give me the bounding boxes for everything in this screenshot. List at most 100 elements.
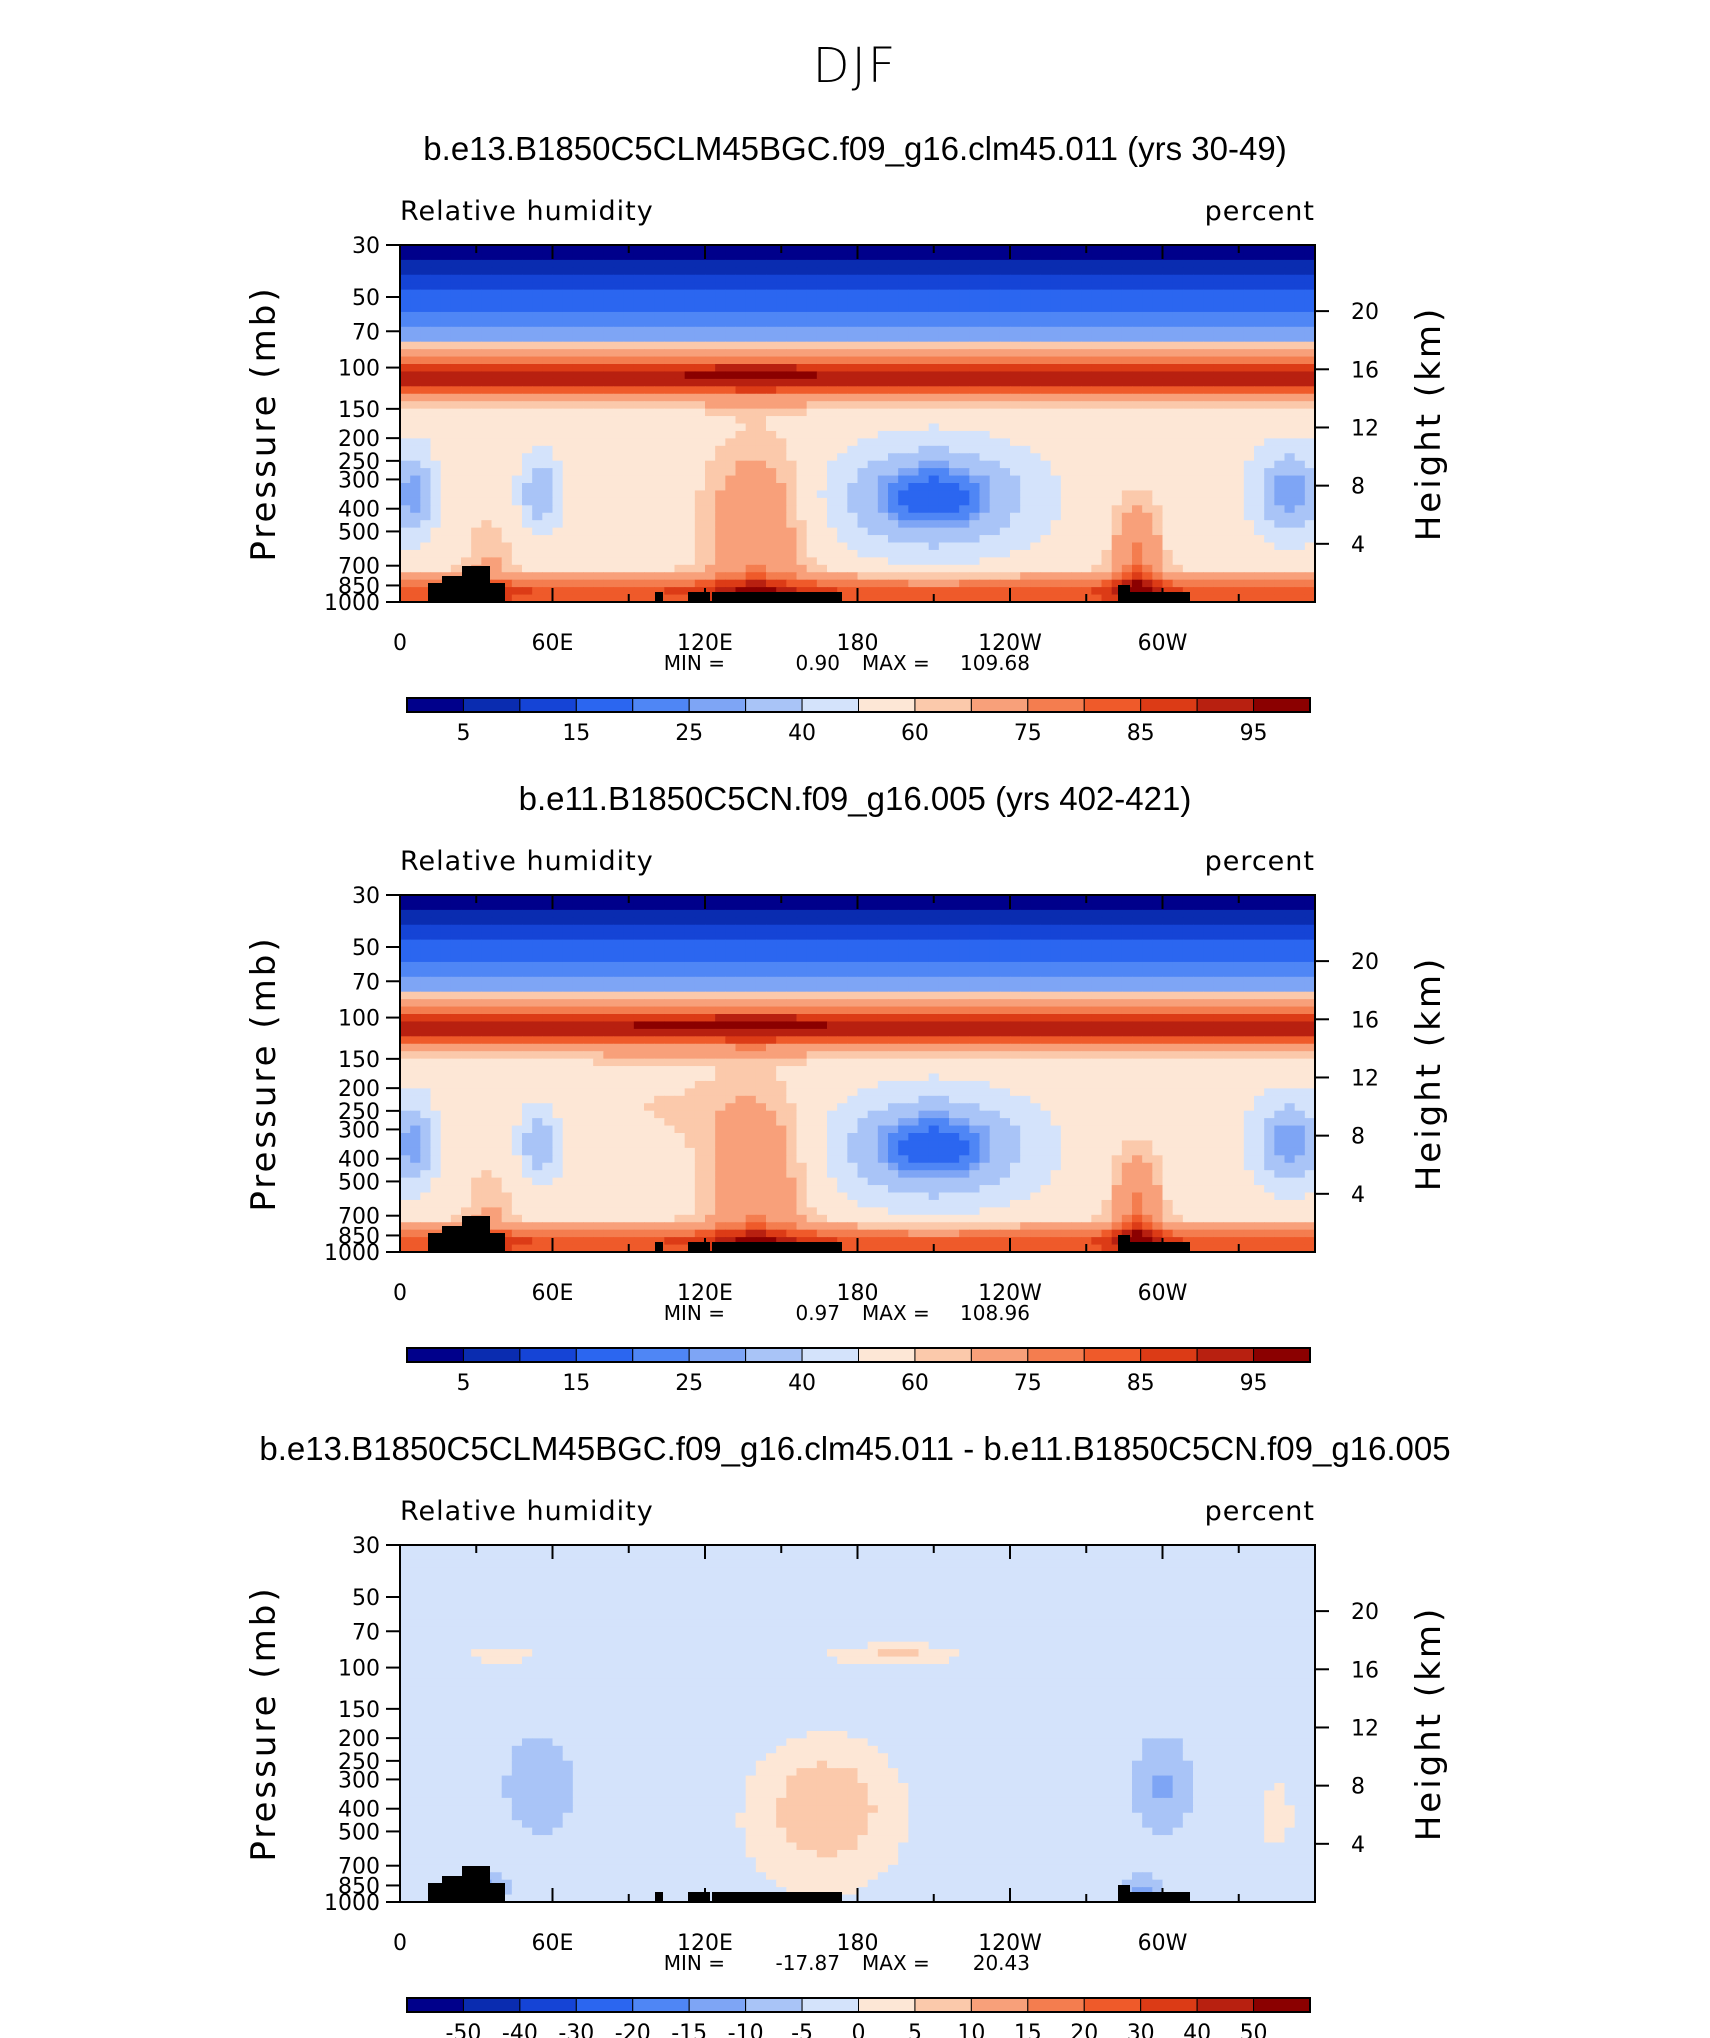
field-cell: [1010, 909, 1021, 918]
field-cell: [949, 475, 960, 484]
field-cell: [827, 909, 838, 918]
field-cell: [1294, 416, 1306, 425]
field-cell: [989, 909, 1001, 918]
field-cell: [511, 304, 523, 313]
field-cell: [1294, 468, 1306, 477]
field-cell: [1172, 520, 1184, 529]
field-cell: [1142, 490, 1153, 499]
field-cell: [1152, 393, 1164, 402]
field-cell: [1274, 579, 1286, 588]
field-cell: [888, 274, 899, 283]
field-cell: [908, 319, 920, 328]
field-cell: [867, 311, 879, 320]
field-cell: [989, 430, 1001, 439]
field-cell: [1243, 564, 1255, 573]
field-cell: [1284, 535, 1296, 544]
field-cell: [1213, 505, 1225, 514]
field-cell: [1020, 453, 1031, 462]
field-cell: [440, 557, 452, 566]
field-cell: [1121, 924, 1133, 933]
field-cell: [1152, 408, 1164, 417]
field-cell: [776, 430, 787, 439]
field-cell: [949, 542, 960, 551]
field-cell: [857, 364, 869, 373]
field-cell: [511, 909, 523, 918]
field-cell: [1223, 438, 1235, 447]
field-cell: [1091, 490, 1103, 499]
field-cell: [583, 520, 594, 529]
field-cell: [867, 917, 879, 926]
field-cell: [1091, 497, 1103, 506]
field-cell: [1060, 542, 1072, 551]
field-cell: [593, 445, 604, 454]
field-cell: [420, 371, 432, 380]
field-cell: [1030, 401, 1042, 410]
field-cell: [847, 274, 859, 283]
field-cell: [654, 505, 665, 514]
field-cell: [857, 438, 869, 447]
field-cell: [969, 460, 981, 469]
field-cell: [908, 895, 920, 904]
field-cell: [1101, 453, 1113, 462]
units-label: percent: [1205, 196, 1315, 227]
field-cell: [1304, 356, 1316, 365]
field-cell: [613, 475, 625, 484]
field-cell: [1243, 579, 1255, 588]
field-cell: [999, 445, 1011, 454]
field-cell: [806, 527, 818, 536]
stats-min-value: 0.90: [795, 651, 840, 675]
field-cell: [420, 445, 432, 454]
field-cell: [1243, 535, 1255, 544]
field-cell: [461, 520, 472, 529]
field-cell: [400, 902, 411, 911]
field-cell: [644, 924, 655, 933]
field-cell: [633, 460, 645, 469]
field-cell: [1132, 505, 1143, 514]
field-cell: [857, 267, 869, 276]
field-cell: [816, 902, 828, 911]
field-cell: [1071, 319, 1082, 328]
field-cell: [949, 274, 960, 283]
field-cell: [1304, 364, 1316, 373]
field-cell: [766, 902, 777, 911]
field-cell: [1294, 917, 1306, 926]
field-cell: [593, 282, 604, 291]
field-cell: [1213, 932, 1225, 941]
field-cell: [501, 490, 513, 499]
field-cell: [1071, 401, 1082, 410]
field-cell: [755, 520, 767, 529]
field-cell: [715, 902, 726, 911]
field-cell: [1142, 341, 1153, 350]
field-cell: [1081, 423, 1092, 432]
field-cell: [1304, 349, 1316, 358]
field-cell: [1223, 311, 1235, 320]
field-cell: [1233, 572, 1245, 581]
field-cell: [898, 364, 909, 373]
field-cell: [867, 267, 879, 276]
field-cell: [664, 490, 676, 499]
field-cell: [562, 564, 574, 573]
field-cell: [1233, 430, 1245, 439]
field-cell: [1050, 490, 1062, 499]
field-cell: [796, 902, 808, 911]
field-cell: [664, 895, 676, 904]
field-cell: [776, 490, 787, 499]
field-cell: [908, 579, 920, 588]
plot-area: 0 60E 120E 180 120W 60W3050701001502002503004…: [244, 846, 1449, 1396]
field-cell: [1010, 497, 1021, 506]
field-cell: [440, 535, 452, 544]
field-cell: [938, 453, 950, 462]
field-cell: [694, 535, 706, 544]
field-cell: [613, 378, 625, 387]
field-cell: [898, 386, 909, 395]
field-cell: [999, 423, 1011, 432]
field-cell: [552, 932, 564, 941]
field-cell: [532, 386, 543, 395]
field-cell: [715, 408, 726, 417]
field-cell: [877, 445, 889, 454]
field-cell: [928, 341, 940, 350]
field-cell: [1071, 483, 1082, 492]
field-cell: [735, 386, 747, 395]
field-cell: [715, 579, 726, 588]
field-cell: [898, 579, 909, 588]
